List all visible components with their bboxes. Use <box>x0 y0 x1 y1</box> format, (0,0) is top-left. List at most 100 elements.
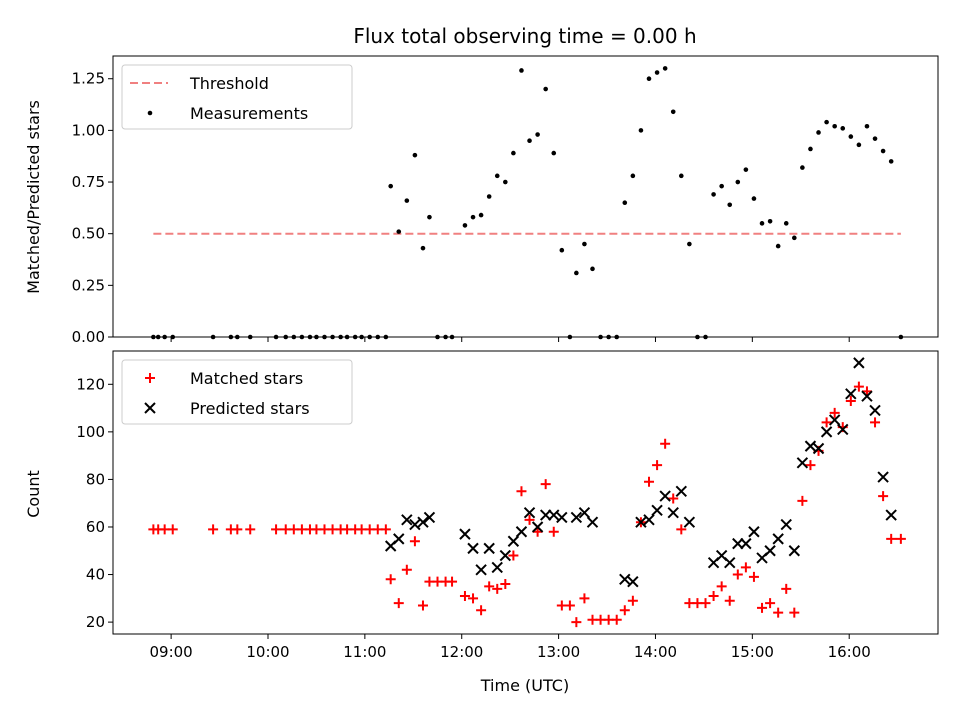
predicted-stars-point <box>417 516 429 528</box>
predicted-stars-point <box>556 511 568 524</box>
measurements-point <box>388 183 393 189</box>
predicted-stars-point <box>683 516 696 528</box>
measurements-point <box>638 128 644 133</box>
bottom-panel: Count Time (UTC) 20 40 60 80 100 120 09:00 10:0… <box>24 350 939 695</box>
predicted-stars-point <box>409 518 421 531</box>
predicted-stars-point <box>515 526 528 538</box>
top-y-axis-label: Matched/Predicted stars <box>24 100 43 294</box>
bottom-y-tick-label: 40 <box>86 566 105 584</box>
matched-stars-point <box>870 417 881 428</box>
matched-stars-point <box>757 602 768 613</box>
matched-stars-point <box>700 598 711 609</box>
matched-stars-point <box>652 460 663 471</box>
bottom-plot-frame <box>112 350 939 635</box>
measurements-point <box>759 221 765 226</box>
measurements-point <box>582 241 587 247</box>
measurements-point <box>519 68 524 73</box>
bottom-legend <box>121 359 353 425</box>
predicted-stars-point <box>724 556 736 569</box>
legend-label-threshold: Threshold <box>189 74 269 93</box>
x-tick-label: 12:00 <box>440 643 483 661</box>
predicted-stars-point <box>531 521 544 533</box>
legend-swatch-matched-stars <box>145 373 155 383</box>
matched-stars-point <box>532 526 543 537</box>
top-y-tick-label: 0.25 <box>72 276 105 294</box>
predicted-stars-point <box>772 533 784 545</box>
predicted-stars-point <box>869 404 881 417</box>
matched-stars-point <box>548 526 559 537</box>
matched-stars-point <box>765 598 776 609</box>
predicted-stars-point <box>467 542 479 555</box>
predicted-stars-point <box>523 507 536 519</box>
predicted-stars-point <box>828 414 841 426</box>
measurements-point <box>888 159 894 164</box>
predicted-stars-point <box>483 542 495 555</box>
measurements-point <box>816 130 821 135</box>
matched-stars-point <box>748 571 759 582</box>
matched-stars-point <box>524 514 535 525</box>
predicted-stars-point <box>507 535 520 547</box>
matched-stars-point <box>740 562 751 573</box>
measurements-point <box>800 165 805 170</box>
predicted-stars-point <box>393 533 405 545</box>
top-legend <box>121 64 353 130</box>
matched-stars-point <box>579 593 590 604</box>
measurements-point <box>687 241 692 247</box>
top-chart-title: Flux total observing time = 0.00 h <box>353 24 696 48</box>
x-tick-label: 11:00 <box>343 643 386 661</box>
matched-stars-point <box>484 581 495 592</box>
matched-stars-point <box>821 417 832 428</box>
predicted-stars-point <box>667 507 679 519</box>
top-y-tick-label: 0.75 <box>72 173 105 191</box>
measurements-point <box>848 134 854 139</box>
matched-stars-point <box>773 607 784 618</box>
predicted-stars-point <box>651 504 663 517</box>
predicted-stars-point <box>748 526 760 538</box>
predicted-stars-point <box>788 545 801 557</box>
measurements-point <box>751 196 757 201</box>
measurements-point <box>719 183 724 189</box>
measurements-point <box>486 194 492 199</box>
measurements-point <box>727 202 733 208</box>
measurements-point <box>783 221 789 226</box>
bottom-y-tick-label: 20 <box>86 613 105 631</box>
measurements-point <box>880 148 886 154</box>
matched-stars-point <box>724 595 735 606</box>
predicted-stars-point <box>675 485 688 498</box>
measurements-point <box>840 126 846 131</box>
legend-label-predicted-stars: Predicted stars <box>190 399 310 418</box>
measurements-point <box>470 214 476 220</box>
matched-stars-point <box>271 524 282 535</box>
predicted-stars-point <box>491 561 503 574</box>
matched-stars-point <box>447 576 458 587</box>
matched-stars-point <box>380 524 391 535</box>
matched-stars-point <box>417 600 428 611</box>
matched-stars-point <box>208 524 219 535</box>
matched-stars-point <box>627 595 638 606</box>
matched-stars-point <box>829 407 840 418</box>
predicted-stars-point <box>861 390 873 402</box>
bottom-y-tick-label: 60 <box>86 518 105 536</box>
predicted-stars-point <box>853 357 865 369</box>
top-y-tick-label: 1.25 <box>72 70 105 88</box>
predicted-stars-point <box>877 471 889 483</box>
predicted-stars-point <box>401 514 413 526</box>
matched-stars-point <box>611 614 622 625</box>
predicted-stars-point <box>804 440 817 452</box>
predicted-stars-point <box>423 511 436 524</box>
measurements-point <box>478 212 484 218</box>
predicted-stars-point <box>635 516 647 528</box>
measurements-point <box>646 76 652 82</box>
matched-stars-point <box>895 533 906 544</box>
matched-stars-point <box>797 495 808 506</box>
measurements-point <box>864 123 870 129</box>
predicted-stars-point <box>780 518 792 531</box>
predicted-stars-point <box>578 507 591 519</box>
top-y-tick-label: 0.00 <box>72 328 105 346</box>
matched-stars-point <box>476 605 487 616</box>
matched-stars-point <box>732 569 743 580</box>
measurements-point <box>420 245 426 251</box>
predicted-stars-point <box>796 457 809 469</box>
matched-stars-point <box>668 493 679 504</box>
matched-stars-point <box>401 564 412 575</box>
